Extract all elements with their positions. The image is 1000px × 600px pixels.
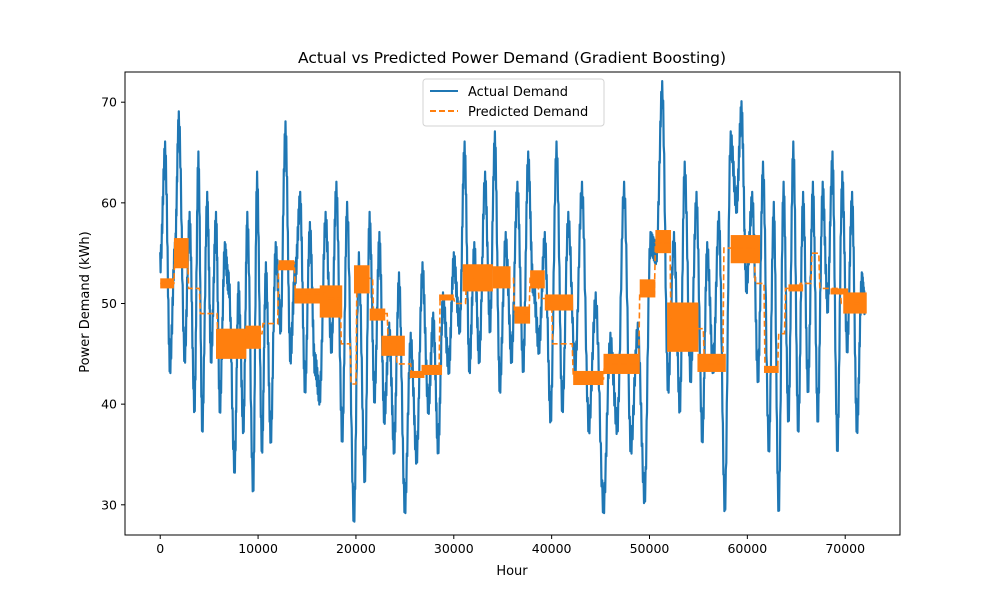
x-axis-label: Hour <box>496 564 528 579</box>
y-axis-label: Power Demand (kWh) <box>78 231 93 372</box>
predicted-band-6 <box>319 285 343 318</box>
predicted-band-5 <box>294 288 325 304</box>
x-tick-label-0: 0 <box>156 541 164 556</box>
predicted-band-11 <box>421 364 443 375</box>
x-tick-label-20000: 20000 <box>336 541 376 556</box>
legend-label-actual: Actual Demand <box>468 85 568 100</box>
predicted-band-8 <box>369 308 386 321</box>
predicted-band-24 <box>730 235 761 264</box>
predicted-band-15 <box>514 306 531 324</box>
predicted-band-17 <box>544 294 574 311</box>
x-tick-label-60000: 60000 <box>727 541 767 556</box>
x-tick-label-10000: 10000 <box>238 541 278 556</box>
y-tick-label-40: 40 <box>101 397 117 412</box>
predicted-band-12 <box>439 294 454 301</box>
y-axis: 30 40 50 60 70 <box>101 95 125 512</box>
predicted-band-3 <box>245 325 262 349</box>
predicted-band-22 <box>667 302 699 352</box>
predicted-band-21 <box>655 230 672 254</box>
y-tick-label-30: 30 <box>101 497 117 512</box>
x-tick-label-50000: 50000 <box>630 541 670 556</box>
predicted-band-0 <box>160 278 174 289</box>
series-predicted-demand-line <box>160 242 862 385</box>
y-tick-label-50: 50 <box>101 296 117 311</box>
legend-label-predicted: Predicted Demand <box>468 105 588 120</box>
predicted-band-27 <box>830 288 849 295</box>
series-actual-demand-line <box>159 79 866 523</box>
predicted-band-4 <box>278 260 295 271</box>
chart-title: Actual vs Predicted Power Demand (Gradie… <box>298 49 726 67</box>
predicted-band-9 <box>381 335 405 356</box>
predicted-band-20 <box>639 279 656 298</box>
x-tick-label-30000: 30000 <box>434 541 474 556</box>
x-axis: 0 10000 20000 30000 40000 50000 60000 70000 <box>156 535 865 556</box>
y-tick-label-60: 60 <box>101 195 117 210</box>
predicted-band-18 <box>573 370 604 386</box>
y-tick-label-70: 70 <box>101 95 117 110</box>
x-tick-label-70000: 70000 <box>825 541 865 556</box>
predicted-band-7 <box>353 265 370 294</box>
x-tick-label-40000: 40000 <box>532 541 572 556</box>
plot-frame <box>124 71 901 536</box>
legend: Actual Demand Predicted Demand <box>422 78 605 127</box>
legend-box <box>422 78 605 127</box>
plot-area <box>159 79 867 523</box>
predicted-band-23 <box>697 353 726 372</box>
predicted-band-14 <box>492 266 511 289</box>
